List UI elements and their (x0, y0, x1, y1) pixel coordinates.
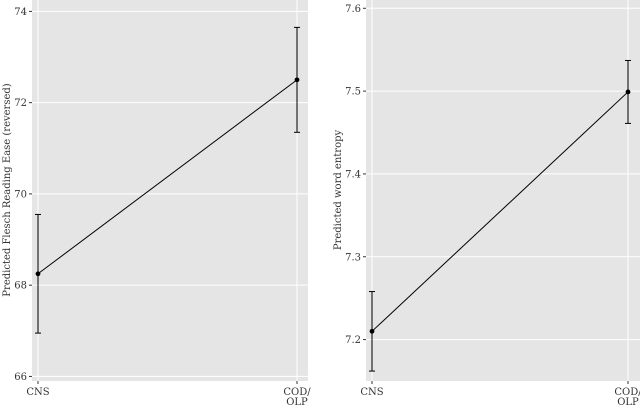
data-point (35, 271, 41, 277)
y-tick-label: 7.2 (345, 335, 361, 346)
series-line (37, 79, 298, 275)
data-point (369, 328, 375, 334)
plot-background (366, 0, 640, 381)
x-tick-label: CNS (360, 387, 383, 398)
chart-flesch-reading-ease: 66 68 70 72 74 CNS COD/OLP Predicted Flesch Rea… (2, 0, 311, 408)
y-tick-label: 70 (14, 189, 27, 200)
series-line (371, 91, 629, 332)
plot-background (32, 0, 308, 381)
y-tick-label: 7.6 (345, 4, 361, 15)
y-tick-label: 72 (14, 98, 27, 109)
data-point (625, 89, 631, 95)
y-axis-title: Predicted Flesch Reading Ease (reversed) (2, 83, 13, 296)
y-tick-label: 74 (14, 7, 27, 18)
y-tick-label: 66 (14, 372, 27, 383)
x-tick-label: COD/OLP (283, 387, 311, 408)
x-tick-label: COD/OLP (614, 387, 640, 408)
chart-word-entropy: 7.2 7.3 7.4 7.5 7.6 CNS COD/OLP Predicted word … (333, 0, 640, 408)
data-point (294, 77, 300, 83)
y-tick-label: 7.5 (345, 87, 361, 98)
y-tick-label: 7.3 (345, 252, 361, 263)
x-tick-label: CNS (26, 387, 49, 398)
y-tick-label: 68 (14, 281, 27, 292)
y-tick-label: 7.4 (345, 169, 361, 180)
y-axis-title: Predicted word entropy (333, 129, 344, 250)
